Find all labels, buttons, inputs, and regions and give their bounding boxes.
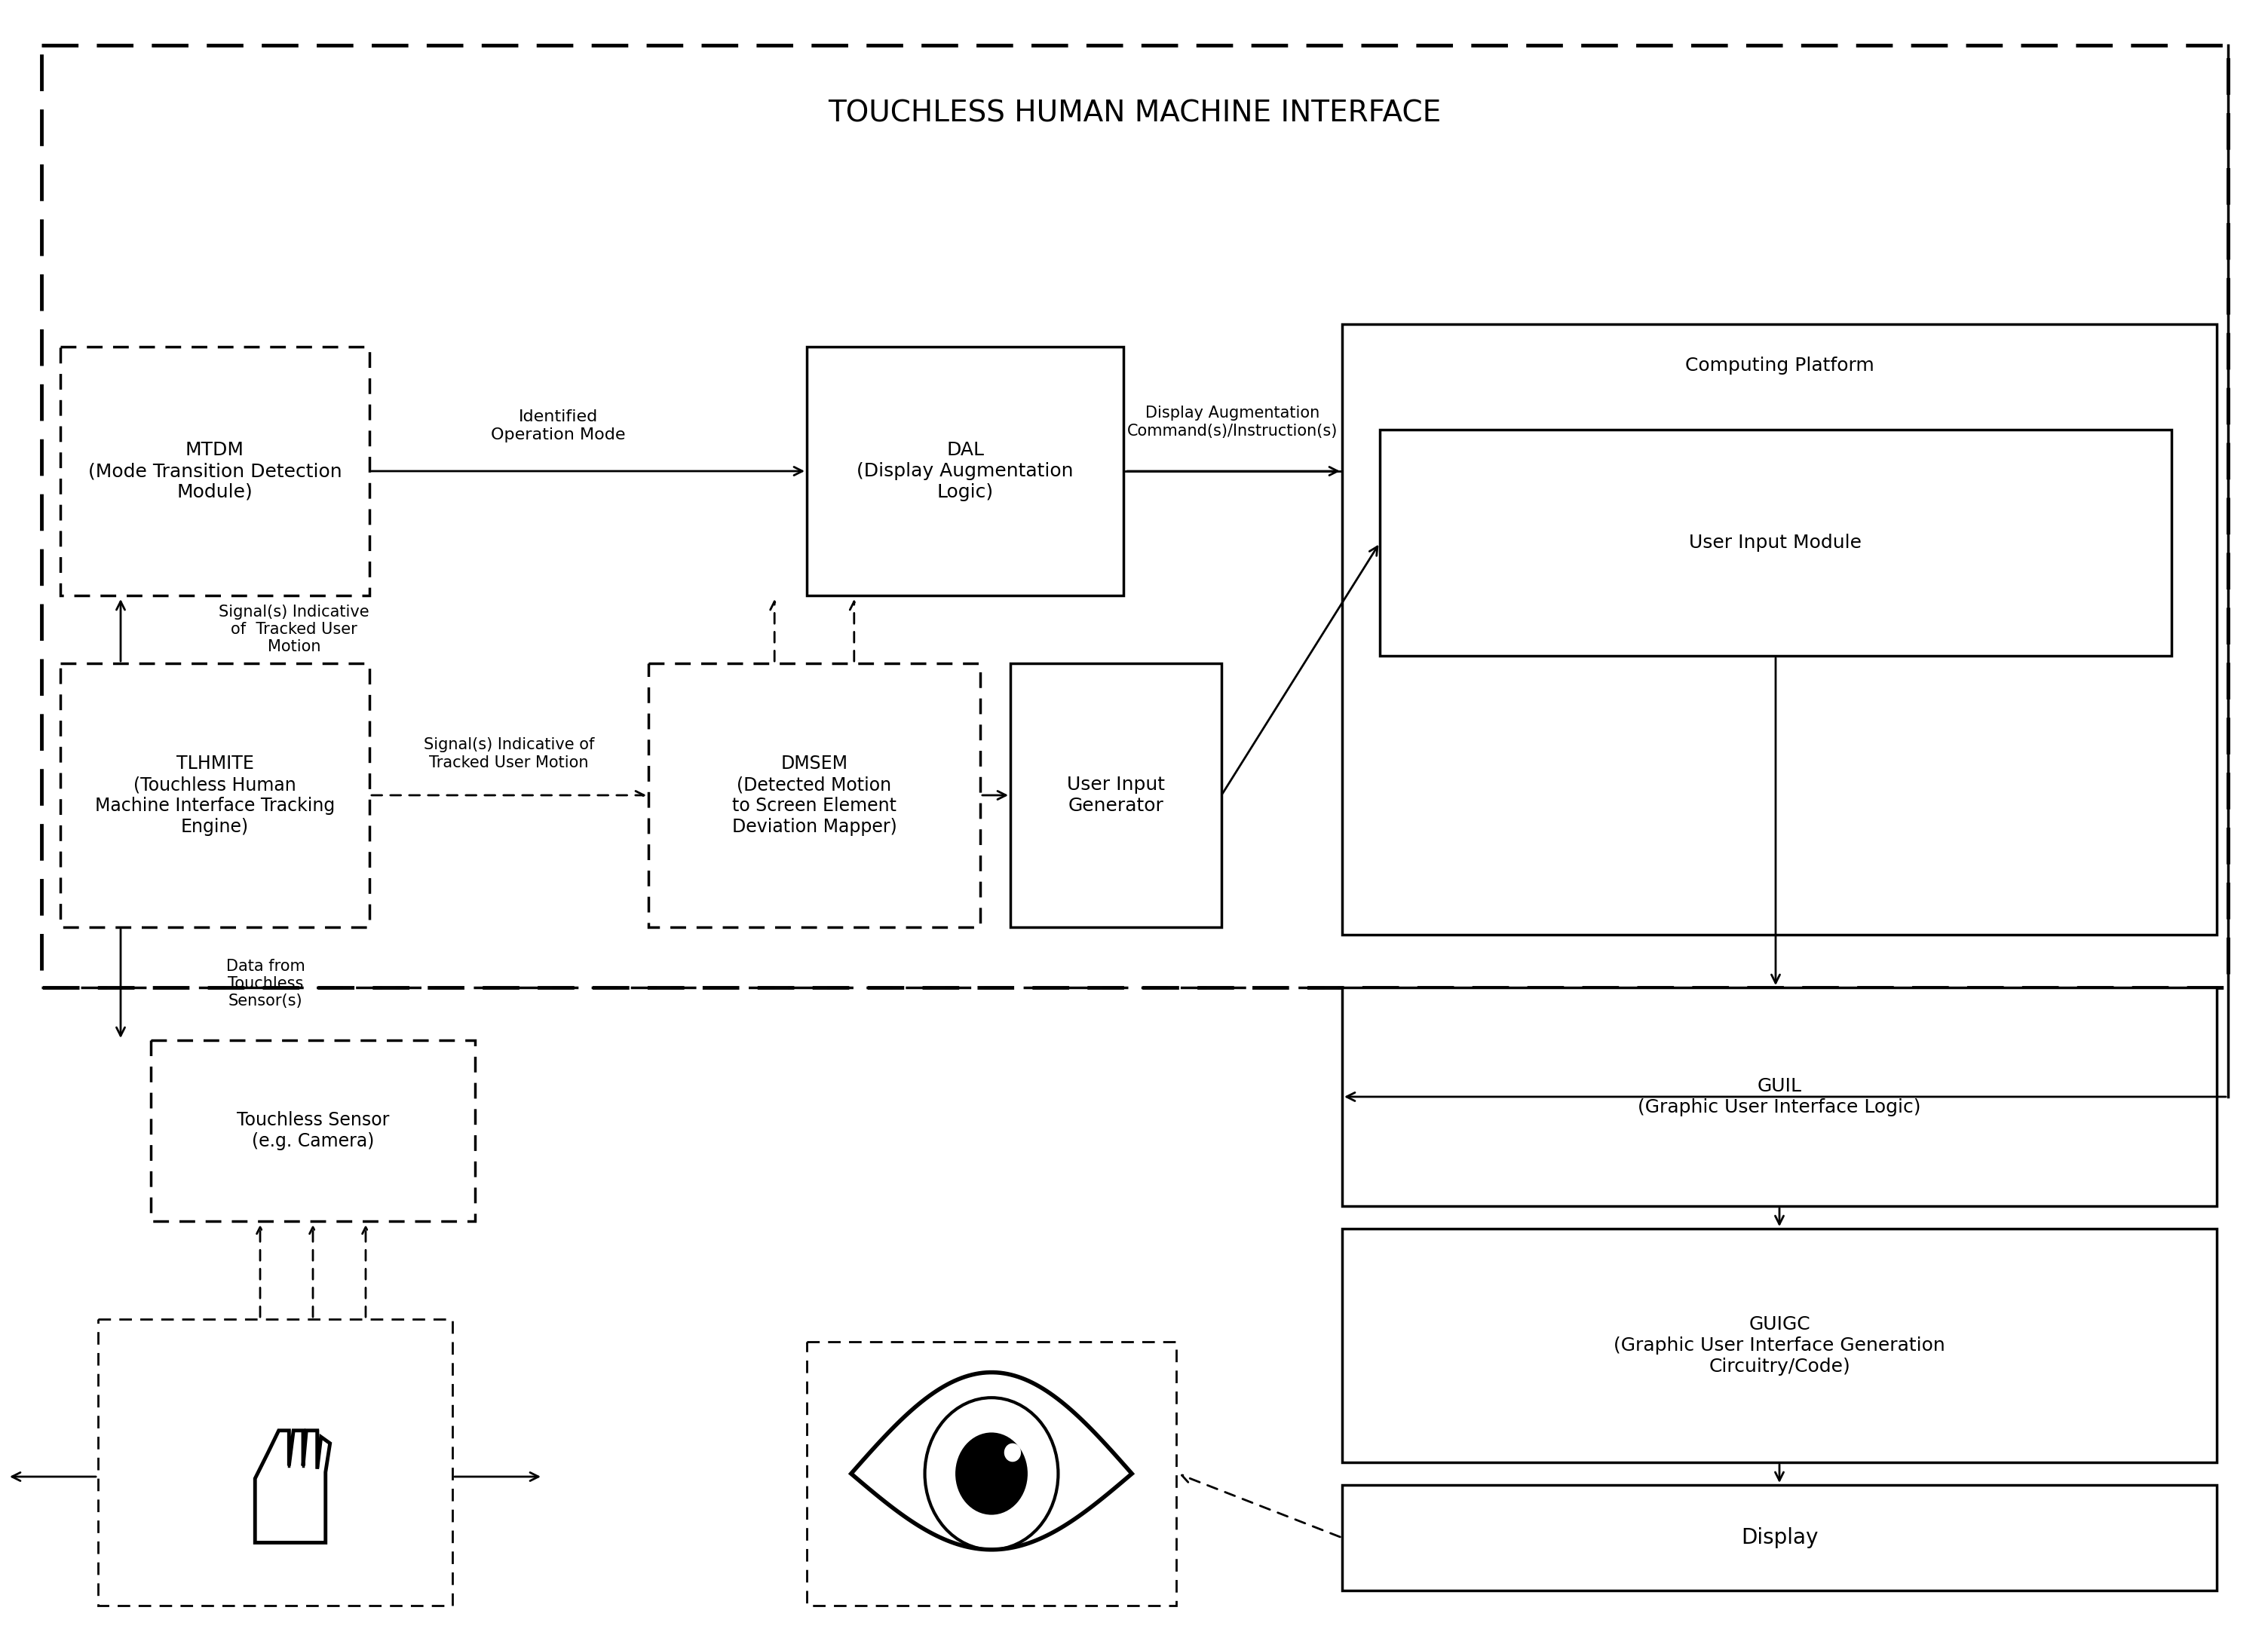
Bar xyxy=(1343,325,2216,935)
Bar xyxy=(1343,1485,2216,1590)
Text: TOUCHLESS HUMAN MACHINE INTERFACE: TOUCHLESS HUMAN MACHINE INTERFACE xyxy=(828,98,1442,128)
Bar xyxy=(41,46,2227,988)
Text: TLHMITE
(Touchless Human
Machine Interface Tracking
Engine): TLHMITE (Touchless Human Machine Interfa… xyxy=(95,755,336,835)
Bar xyxy=(1343,988,2216,1206)
Text: GUIGC
(Graphic User Interface Generation
Circuitry/Code): GUIGC (Graphic User Interface Generation… xyxy=(1613,1316,1946,1375)
Text: DAL
(Display Augmentation
Logic): DAL (Display Augmentation Logic) xyxy=(857,441,1073,501)
Text: DMSEM
(Detected Motion
to Screen Element
Deviation Mapper): DMSEM (Detected Motion to Screen Element… xyxy=(733,755,896,835)
Bar xyxy=(61,346,370,596)
Text: MTDM
(Mode Transition Detection
Module): MTDM (Mode Transition Detection Module) xyxy=(88,441,342,501)
Bar xyxy=(807,346,1123,596)
Text: Signal(s) Indicative of
Tracked User Motion: Signal(s) Indicative of Tracked User Mot… xyxy=(424,737,594,770)
Ellipse shape xyxy=(957,1434,1027,1513)
Bar xyxy=(98,1319,451,1605)
Bar xyxy=(150,1040,474,1221)
Text: User Input Module: User Input Module xyxy=(1690,533,1862,551)
Text: User Input
Generator: User Input Generator xyxy=(1066,776,1166,816)
Text: Identified
Operation Mode: Identified Operation Mode xyxy=(490,410,626,441)
Bar xyxy=(1343,1229,2216,1462)
Bar xyxy=(1009,663,1222,927)
Text: Display: Display xyxy=(1742,1528,1819,1549)
Text: Data from
Touchless
Sensor(s): Data from Touchless Sensor(s) xyxy=(227,958,306,1009)
Bar xyxy=(61,663,370,927)
Ellipse shape xyxy=(1005,1444,1021,1462)
Bar xyxy=(649,663,980,927)
Text: Display Augmentation
Command(s)/Instruction(s): Display Augmentation Command(s)/Instruct… xyxy=(1127,405,1338,438)
Text: Signal(s) Indicative
of  Tracked User
Motion: Signal(s) Indicative of Tracked User Mot… xyxy=(218,604,370,655)
Bar xyxy=(1379,430,2170,656)
Text: GUIL
(Graphic User Interface Logic): GUIL (Graphic User Interface Logic) xyxy=(1637,1076,1921,1116)
Bar xyxy=(807,1342,1177,1605)
Text: Computing Platform: Computing Platform xyxy=(1685,356,1873,374)
Text: Touchless Sensor
(e.g. Camera): Touchless Sensor (e.g. Camera) xyxy=(236,1111,390,1150)
